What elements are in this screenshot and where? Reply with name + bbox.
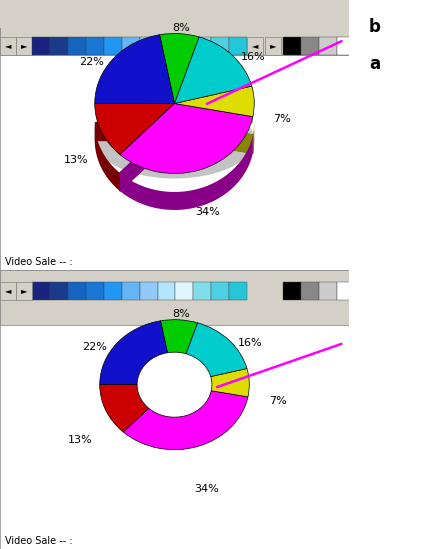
Bar [121,282,139,300]
Bar [211,282,229,300]
Text: 7%: 7% [272,114,290,124]
Bar [211,37,229,55]
Bar [336,282,354,300]
Bar [0,0,348,28]
Text: 13%: 13% [63,154,88,165]
Polygon shape [95,124,120,191]
Bar [300,282,318,300]
Bar [103,37,121,55]
Wedge shape [160,320,197,354]
Bar [16,282,32,300]
Text: ◄: ◄ [5,287,11,295]
Bar [157,37,175,55]
Text: 8%: 8% [172,23,190,33]
Bar [67,37,85,55]
Text: 34%: 34% [195,207,219,217]
Bar [283,282,300,300]
Ellipse shape [95,102,254,178]
Wedge shape [159,33,199,104]
Bar [318,37,336,55]
Bar [265,37,281,55]
Text: b: b [368,19,380,36]
Text: 22%: 22% [79,57,104,67]
Wedge shape [99,385,148,432]
Text: ►: ► [269,42,276,51]
Wedge shape [186,323,247,377]
Bar [193,37,211,55]
Wedge shape [120,104,252,173]
Bar [157,282,175,300]
Bar [0,270,348,325]
Text: 7%: 7% [268,396,286,406]
Bar [103,282,121,300]
Bar [32,37,50,55]
Bar [50,282,67,300]
Bar [0,0,348,55]
Wedge shape [95,104,174,154]
Bar [336,37,354,55]
Text: 34%: 34% [194,484,218,494]
Bar [121,37,139,55]
Wedge shape [174,86,254,116]
Bar [85,282,103,300]
Text: Video Sale -- :: Video Sale -- : [5,536,72,546]
Bar [247,37,263,55]
Bar [16,37,32,55]
Text: 22%: 22% [82,342,107,352]
Text: 16%: 16% [240,52,265,62]
Bar [67,282,85,300]
Polygon shape [174,122,252,153]
Text: ►: ► [21,287,27,295]
Bar [229,282,247,300]
Wedge shape [123,391,247,450]
Bar [318,282,336,300]
Polygon shape [174,122,252,153]
Polygon shape [252,122,254,153]
Polygon shape [120,135,252,210]
Wedge shape [95,35,174,104]
Polygon shape [120,122,174,191]
Bar [139,282,157,300]
Text: 13%: 13% [67,435,92,445]
Bar [85,37,103,55]
Wedge shape [99,321,167,385]
Bar [175,37,193,55]
Bar [50,37,67,55]
Polygon shape [120,122,174,191]
Polygon shape [95,122,174,140]
Bar [0,37,16,55]
Bar [32,282,50,300]
Bar [175,282,193,300]
Text: ◄: ◄ [251,42,258,51]
Text: ►: ► [21,42,27,51]
Wedge shape [210,368,249,397]
Bar [193,282,211,300]
Text: ◄: ◄ [5,42,11,51]
Bar [283,37,300,55]
Bar [229,37,247,55]
Bar [0,282,16,300]
Bar [300,37,318,55]
Text: a: a [368,55,379,73]
Text: 16%: 16% [237,338,261,348]
Text: Video Sale -- :: Video Sale -- : [5,257,72,267]
Wedge shape [174,37,251,104]
Polygon shape [174,105,251,140]
Text: 8%: 8% [172,310,189,320]
Bar [139,37,157,55]
